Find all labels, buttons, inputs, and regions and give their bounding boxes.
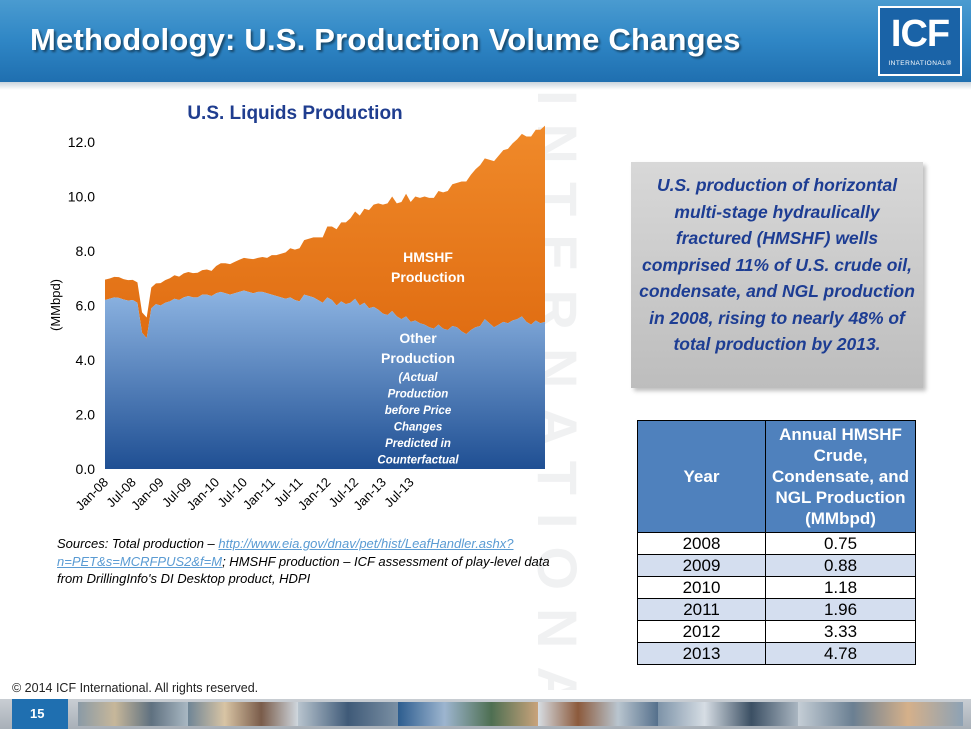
other-series-note: Counterfactual [377,455,459,467]
cell-year: 2012 [637,620,766,643]
hmshf-production-area [105,125,545,339]
footer-photo-strip-6 [658,702,798,726]
copyright: © 2014 ICF International. All rights res… [12,681,259,695]
y-tick-label: 2.0 [76,407,96,423]
footer-photo-strip-4 [398,702,538,726]
table-row: 2011 1.96 [637,598,916,621]
other-series-label: Other [399,330,437,346]
hmshf-production-table: Year Annual HMSHF Crude, Condensate, and… [637,420,916,665]
sources-suffix: ; HMSHF production – ICF assessment of p… [57,553,550,587]
liquids-production-chart: U.S. Liquids Production (MMbpd) 0.0 2.0 4.… [48,103,545,514]
logo-text: ICF [890,13,950,55]
footer-photo-strip-7 [798,702,963,726]
title-banner: Methodology: U.S. Production Volume Chan… [0,0,971,82]
hmshf-series-label: Production [391,269,465,285]
callout-text: U.S. production of horizontal multi-stag… [639,175,915,354]
footer-photo-strip-2 [188,702,298,726]
table-row: 2012 3.33 [637,620,916,643]
table-row: 2013 4.78 [637,642,916,665]
footer-bar: 15 [0,699,971,729]
cell-production: 1.96 [765,598,916,621]
y-tick-label: 4.0 [76,352,96,368]
other-series-note: Changes [394,422,443,434]
table-row: 2010 1.18 [637,576,916,599]
table-row: 2008 0.75 [637,532,916,555]
y-axis-label: (MMbpd) [48,279,63,331]
cell-production: 0.88 [765,554,916,577]
page-number: 15 [12,699,68,729]
cell-production: 0.75 [765,532,916,555]
cell-year: 2013 [637,642,766,665]
table-header-row: Year Annual HMSHF Crude, Condensate, and… [637,420,916,533]
header-year: Year [637,420,766,533]
other-production-area [105,290,545,469]
slide-title: Methodology: U.S. Production Volume Chan… [30,22,741,57]
y-tick-label: 8.0 [76,243,96,259]
hmshf-series-label: HMSHF [403,249,453,265]
cell-year: 2009 [637,554,766,577]
y-tick-label: 0.0 [76,461,96,477]
cell-production: 1.18 [765,576,916,599]
y-tick-label: 10.0 [68,189,95,205]
other-series-note: before Price [385,405,452,417]
sources-prefix: Sources: Total production – [57,536,219,551]
other-series-note: Production [388,389,449,401]
other-series-note: Predicted in [385,438,451,450]
x-tick-label: Jan-11 [240,475,278,513]
x-tick-label: Jul-13 [381,475,417,511]
header-production: Annual HMSHF Crude, Condensate, and NGL … [765,420,916,533]
callout-box: U.S. production of horizontal multi-stag… [631,162,923,388]
other-series-label: Production [381,350,455,366]
logo-subtext: INTERNATIONAL® [888,60,952,67]
other-series-note: (Actual [399,372,439,384]
banner-shadow [0,82,971,90]
icf-logo: ICF INTERNATIONAL® [878,6,962,76]
footer-photo-strip-5 [538,702,658,726]
footer-photo-strip-1 [78,702,188,726]
cell-year: 2008 [637,532,766,555]
footer-photo-strip-3 [298,702,398,726]
table-row: 2009 0.88 [637,554,916,577]
y-tick-label: 6.0 [76,298,96,314]
x-tick-label: Jan-08 [72,475,111,514]
cell-year: 2011 [637,598,766,621]
cell-production: 4.78 [765,642,916,665]
sources-note: Sources: Total production – http://www.e… [57,535,572,588]
cell-production: 3.33 [765,620,916,643]
chart-title: U.S. Liquids Production [187,103,402,124]
sources-link[interactable]: http://www.eia.gov/dnav/pet/hist/LeafHan… [57,536,514,569]
y-tick-label: 12.0 [68,134,95,150]
cell-year: 2010 [637,576,766,599]
